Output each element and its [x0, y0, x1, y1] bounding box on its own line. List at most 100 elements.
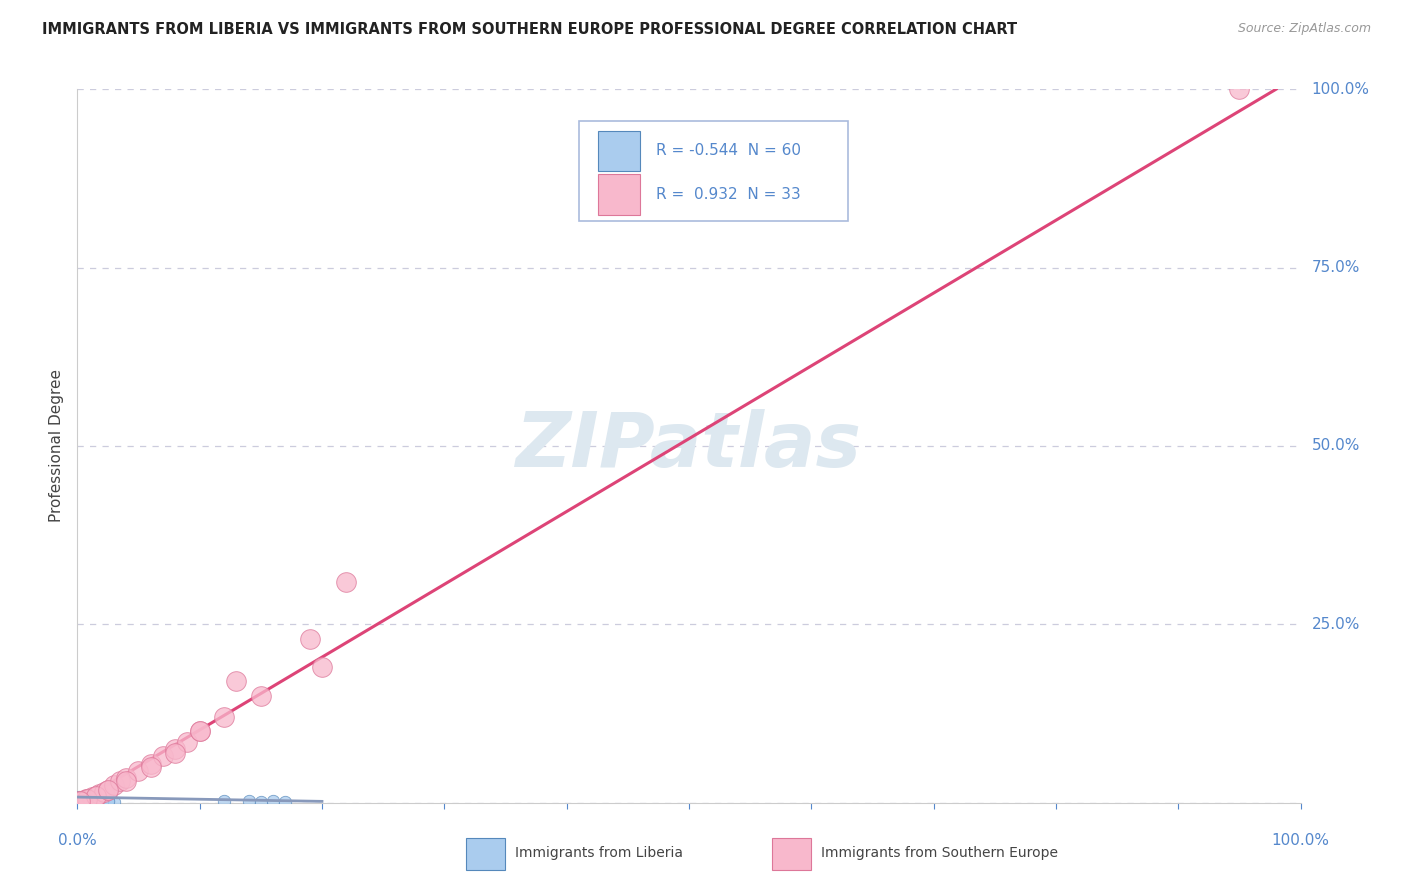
Point: [75, 793, 97, 807]
Y-axis label: Professional Degree: Professional Degree: [49, 369, 65, 523]
Point: [79, 794, 101, 808]
Point: [97, 794, 120, 808]
Point: [93, 794, 115, 808]
Point: [72, 792, 94, 806]
Point: [69, 794, 91, 808]
Point: [311, 660, 333, 674]
Point: [84, 794, 107, 808]
Point: [69, 794, 91, 808]
Point: [225, 674, 247, 689]
Point: [84, 794, 107, 808]
Point: [90, 794, 112, 808]
Point: [82, 794, 104, 808]
Point: [79, 794, 101, 808]
Point: [70, 792, 93, 806]
Point: [1229, 82, 1251, 96]
Point: [83, 793, 105, 807]
Point: [97, 783, 120, 797]
Point: [139, 760, 162, 774]
Text: Source: ZipAtlas.com: Source: ZipAtlas.com: [1237, 22, 1371, 36]
Point: [188, 724, 211, 739]
Text: IMMIGRANTS FROM LIBERIA VS IMMIGRANTS FROM SOUTHERN EUROPE PROFESSIONAL DEGREE C: IMMIGRANTS FROM LIBERIA VS IMMIGRANTS FR…: [42, 22, 1018, 37]
Point: [103, 778, 125, 792]
Point: [250, 689, 273, 703]
Point: [238, 794, 260, 808]
Point: [86, 794, 108, 808]
Point: [70, 794, 93, 808]
Point: [188, 724, 211, 739]
Point: [165, 746, 187, 760]
Point: [72, 794, 94, 808]
Point: [76, 793, 98, 807]
Point: [67, 795, 90, 809]
Point: [76, 793, 98, 807]
Point: [70, 792, 93, 806]
Point: [76, 795, 98, 809]
Point: [115, 771, 138, 785]
Point: [75, 791, 97, 805]
Point: [89, 794, 111, 808]
Text: 0.0%: 0.0%: [58, 833, 97, 848]
Text: Immigrants from Southern Europe: Immigrants from Southern Europe: [821, 846, 1059, 860]
Point: [152, 749, 174, 764]
Point: [80, 793, 103, 807]
Point: [72, 793, 94, 807]
Text: R =  0.932  N = 33: R = 0.932 N = 33: [657, 187, 800, 202]
FancyBboxPatch shape: [579, 121, 848, 221]
Point: [298, 632, 321, 646]
Point: [93, 785, 115, 799]
Point: [80, 793, 103, 807]
Point: [70, 790, 93, 805]
Point: [69, 794, 91, 808]
Point: [212, 710, 235, 724]
Point: [97, 794, 120, 808]
Point: [84, 789, 107, 803]
Point: [69, 795, 91, 809]
Point: [80, 790, 103, 805]
Point: [90, 795, 112, 809]
Point: [77, 794, 100, 808]
Text: 100.0%: 100.0%: [1271, 833, 1330, 848]
Point: [67, 794, 90, 808]
Text: 75.0%: 75.0%: [1312, 260, 1360, 275]
Point: [76, 791, 98, 805]
Text: R = -0.544  N = 60: R = -0.544 N = 60: [657, 144, 801, 159]
Point: [103, 795, 125, 809]
Point: [84, 792, 107, 806]
Point: [73, 794, 96, 808]
Point: [127, 764, 149, 778]
Point: [212, 794, 235, 808]
Point: [70, 794, 93, 808]
Point: [90, 794, 112, 808]
Text: Immigrants from Liberia: Immigrants from Liberia: [515, 846, 683, 860]
Point: [79, 792, 101, 806]
Point: [70, 794, 93, 808]
Point: [72, 794, 94, 808]
Point: [165, 742, 187, 756]
Point: [70, 794, 93, 808]
Point: [77, 794, 100, 808]
Point: [250, 795, 273, 809]
Point: [97, 783, 120, 797]
FancyBboxPatch shape: [599, 174, 640, 215]
Point: [82, 794, 104, 808]
Point: [84, 789, 107, 803]
Point: [67, 790, 90, 805]
Point: [80, 791, 103, 805]
Point: [80, 793, 103, 807]
Text: 50.0%: 50.0%: [1312, 439, 1360, 453]
Point: [89, 787, 111, 801]
Point: [108, 774, 131, 789]
Point: [176, 735, 198, 749]
FancyBboxPatch shape: [467, 838, 506, 870]
Point: [75, 792, 97, 806]
Point: [335, 574, 357, 589]
Point: [70, 790, 93, 805]
Point: [69, 793, 91, 807]
Point: [90, 794, 112, 808]
Point: [115, 774, 138, 789]
Text: 100.0%: 100.0%: [1312, 82, 1369, 96]
Point: [67, 795, 90, 809]
Point: [77, 791, 100, 805]
Point: [67, 794, 90, 808]
